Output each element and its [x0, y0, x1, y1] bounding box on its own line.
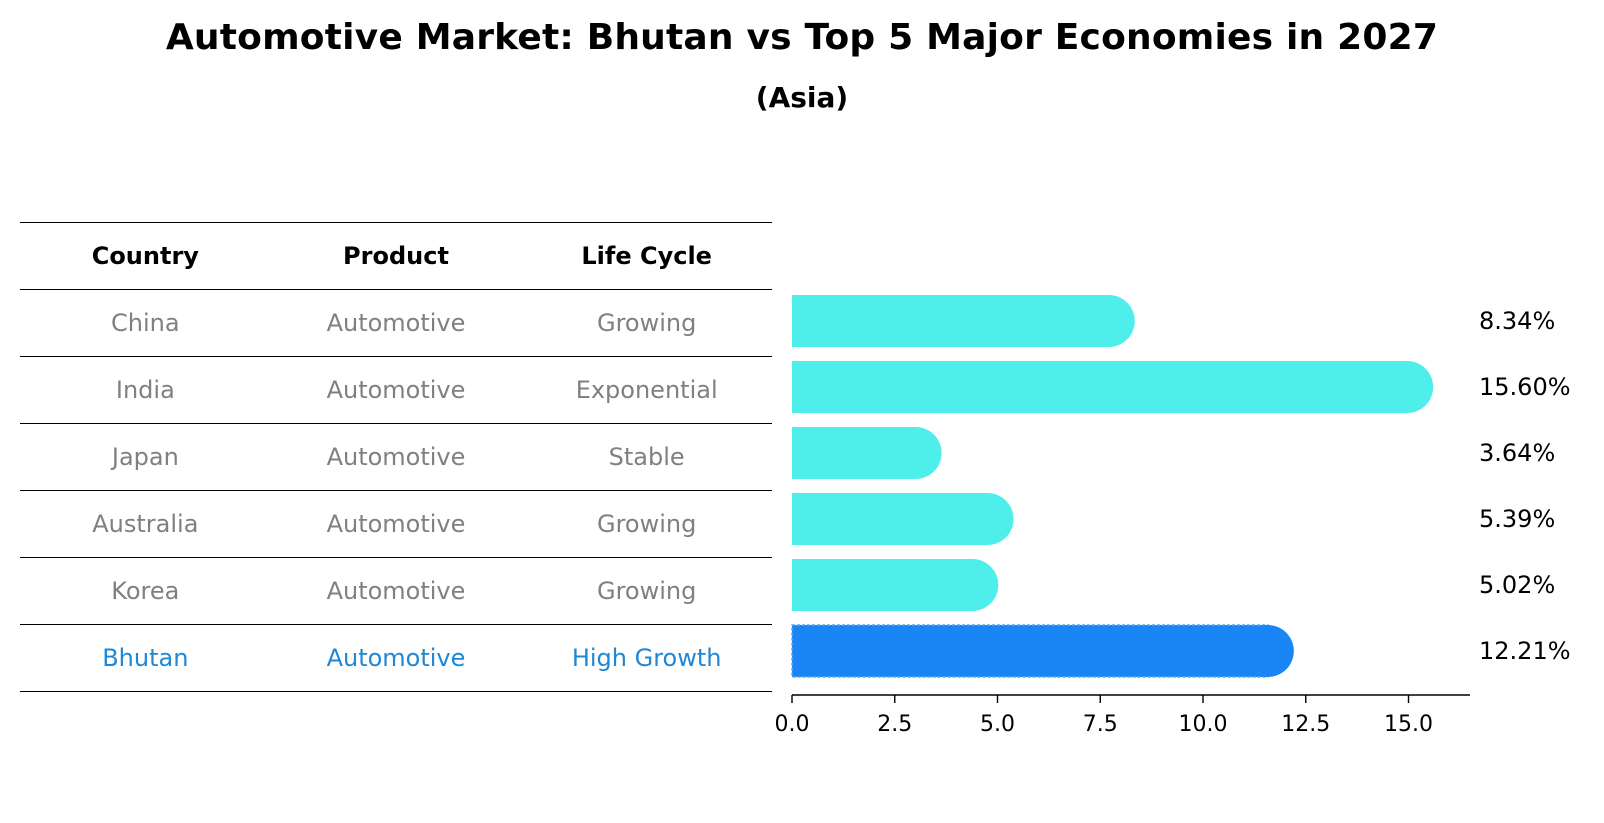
bar-cap-india [1381, 361, 1434, 413]
x-tick-label-5: 12.5 [1281, 712, 1330, 737]
cell-country: Korea [20, 557, 271, 625]
table-row: Korea Automotive Growing [20, 557, 772, 625]
table-row-highlighted: Bhutan Automotive High Growth [20, 624, 772, 692]
value-label-japan: 3.64% [1479, 439, 1555, 467]
value-label-china: 8.34% [1479, 307, 1555, 335]
cell-life-cycle: Growing [521, 289, 772, 357]
bar-cap-japan [889, 427, 942, 479]
bar-australia [792, 493, 988, 545]
x-tick-label-2: 5.0 [980, 712, 1015, 737]
header-country: Country [20, 222, 271, 290]
value-label-korea: 5.02% [1479, 571, 1555, 599]
x-tick-label-1: 2.5 [877, 712, 912, 737]
header-life-cycle: Life Cycle [521, 222, 772, 290]
bar-india [792, 361, 1408, 413]
value-label-bhutan: 12.21% [1479, 637, 1571, 665]
x-tick-label-4: 10.0 [1179, 712, 1228, 737]
bar-cap-bhutan [1241, 625, 1294, 677]
cell-life-cycle: Growing [521, 490, 772, 558]
cell-life-cycle: High Growth [521, 624, 772, 692]
table-header-row: Country Product Life Cycle [20, 222, 772, 290]
cell-product: Automotive [270, 490, 522, 558]
cell-life-cycle: Stable [521, 423, 772, 491]
cell-country: Bhutan [20, 624, 271, 692]
cell-product: Automotive [270, 289, 522, 357]
cell-country: India [20, 356, 271, 424]
value-label-india: 15.60% [1479, 373, 1571, 401]
table-row: Australia Automotive Growing [20, 490, 772, 558]
bar-korea [792, 559, 973, 611]
chart-subtitle: (Asia) [755, 81, 849, 114]
cell-life-cycle: Exponential [521, 356, 772, 424]
comparison-table: Country Product Life Cycle China Automot… [20, 222, 772, 692]
cell-product: Automotive [270, 423, 522, 491]
bar-bhutan [791, 624, 1269, 678]
bar-cap-china [1082, 295, 1135, 347]
cell-product: Automotive [270, 624, 522, 692]
table-row: Japan Automotive Stable [20, 423, 772, 491]
comparison-table-container: Country Product Life Cycle China Automot… [20, 222, 772, 692]
header-product: Product [270, 222, 522, 290]
cell-country: Australia [20, 490, 271, 558]
x-tick-label-0: 0.0 [775, 712, 810, 737]
cell-product: Automotive [270, 557, 522, 625]
x-tick-label-3: 7.5 [1083, 712, 1118, 737]
bar-cap-australia [961, 493, 1014, 545]
table-row: China Automotive Growing [20, 289, 772, 357]
bar-cap-korea [946, 559, 999, 611]
table-row: India Automotive Exponential [20, 356, 772, 424]
chart-title: Automotive Market: Bhutan vs Top 5 Major… [165, 17, 1439, 58]
cell-country: Japan [20, 423, 271, 491]
bar-china [792, 295, 1109, 347]
value-label-australia: 5.39% [1479, 505, 1555, 533]
cell-life-cycle: Growing [521, 557, 772, 625]
cell-product: Automotive [270, 356, 522, 424]
cell-country: China [20, 289, 271, 357]
x-tick-label-6: 15.0 [1384, 712, 1433, 737]
